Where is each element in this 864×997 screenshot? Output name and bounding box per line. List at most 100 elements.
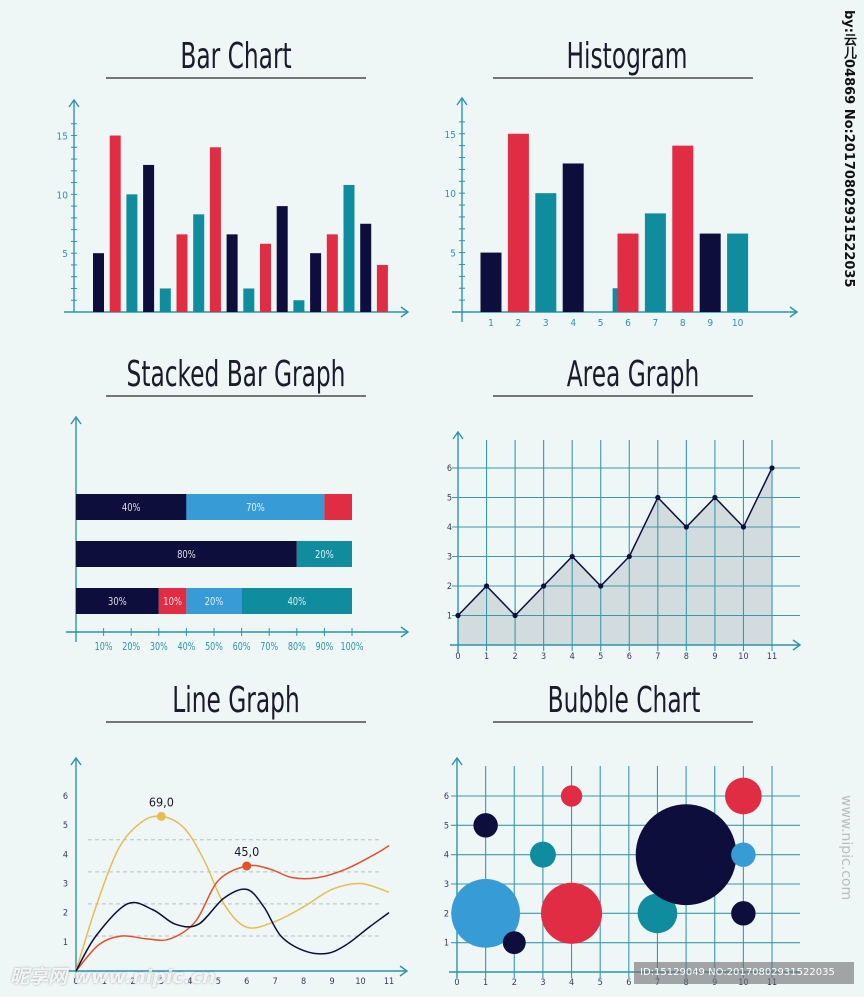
bar-chart-bar	[176, 234, 188, 312]
line-graph-annotation-label: 69,0	[149, 794, 174, 809]
stacked-bar-x-tick-label: 80%	[288, 641, 306, 653]
line-graph-x-tick-label: 10	[355, 977, 365, 987]
bar-chart-bar	[143, 164, 155, 312]
stacked-bar-segment	[186, 588, 242, 614]
histogram-chart: Histogram 5 10 15 1 2 3 4 5 6 7 8 9 10	[445, 36, 799, 329]
bar-chart-bar	[226, 234, 238, 312]
area-graph-point	[683, 524, 689, 530]
stacked-bar-segment	[241, 588, 352, 614]
line-graph-x-arrow	[399, 965, 409, 977]
stacked-bar-x-tick-label: 70%	[260, 641, 278, 653]
line-graph-x-tick-label: 0	[73, 977, 78, 987]
bubble-chart-bubble	[731, 901, 756, 926]
bar-chart-y-tick-label: 5	[62, 249, 68, 260]
bubble-chart-bubble	[731, 842, 756, 867]
histogram-bar	[727, 233, 749, 312]
bar-chart-bar	[209, 147, 221, 312]
area-graph-x-tick-label: 9	[712, 652, 717, 662]
histogram-bar	[617, 233, 639, 312]
stacked-bar-segment	[76, 541, 297, 567]
stacked-bar-x-tick-label: 40%	[177, 641, 195, 653]
bubble-chart-y-tick-label: 2	[444, 909, 449, 919]
histogram-x-tick-label: 8	[680, 318, 686, 329]
histogram-x-tick-label: 5	[598, 318, 604, 329]
histogram-bar	[699, 233, 721, 312]
area-graph-y-tick-label: 1	[447, 612, 452, 622]
line-graph-annotation-label: 45,0	[234, 844, 259, 859]
stacked-bar-x-arrow	[400, 626, 410, 638]
histogram-y-arrow	[456, 96, 468, 106]
histogram-bar	[612, 288, 618, 312]
area-graph-x-tick-label: 4	[570, 652, 575, 662]
bar-chart-bar	[310, 253, 322, 312]
bar-chart-title: Bar Chart	[180, 36, 291, 77]
line-graph-y-tick-label: 3	[63, 880, 68, 890]
stacked-bar-segment-label: 70%	[246, 502, 265, 514]
line-graph-y-tick-label: 6	[63, 792, 68, 802]
stacked-bar-segment	[186, 494, 325, 520]
stacked-bar-x-tick-label: 20%	[122, 641, 140, 653]
histogram-bar	[480, 252, 502, 312]
area-graph-y-tick-label: 5	[447, 494, 452, 504]
histogram-bar	[562, 163, 584, 312]
area-graph-y-tick-label: 2	[447, 582, 452, 592]
histogram-x-tick-label: 7	[653, 318, 659, 329]
stacked-bar-segment-label: 40%	[287, 596, 306, 608]
area-graph-x-tick-label: 7	[655, 652, 660, 662]
area-graph-x-tick-label: 2	[513, 652, 518, 662]
area-graph-point	[655, 494, 661, 501]
histogram-x-arrow	[789, 306, 799, 318]
histogram-y-tick-label: 15	[445, 130, 456, 141]
area-graph-x-tick-label: 6	[627, 652, 632, 662]
bubble-chart-y-arrow	[451, 756, 463, 766]
bar-chart-y-arrow	[68, 98, 80, 108]
bar-chart-bar	[326, 234, 338, 312]
bar-chart-bar	[260, 243, 271, 312]
stacked-bar-x-tick-label: 10%	[95, 641, 113, 653]
line-graph-y-arrow	[70, 756, 82, 766]
bubble-chart-bubble	[541, 882, 603, 944]
area-graph-point	[512, 612, 518, 619]
stacked-bar-segment-label: 40%	[122, 502, 141, 514]
bar-chart-bar	[193, 214, 205, 312]
bar-chart-bar	[360, 223, 372, 312]
histogram-x-tick-label: 2	[516, 318, 522, 329]
nipic-vertical-watermark: www.nipic.com	[838, 795, 854, 901]
stacked-bar-x-tick-label: 60%	[233, 641, 251, 653]
line-graph-series-orange	[75, 844, 390, 972]
bubble-chart-x-tick-label: 6	[626, 978, 631, 988]
bubble-chart-y-tick-label: 1	[444, 939, 449, 949]
histogram-bar	[644, 213, 666, 312]
area-graph-y-tick-label: 6	[447, 464, 452, 474]
bar-chart-bar	[243, 288, 255, 312]
area-graph-point	[541, 583, 547, 589]
line-graph-y-tick-label: 2	[63, 909, 68, 919]
area-graph-x-arrow	[792, 639, 802, 651]
bottom-id-watermark: ID:15129049 NO:20170802931522035	[634, 962, 854, 984]
side-watermark-text: by:云儿04869 No:20170802931522035	[841, 10, 856, 288]
bubble-chart-bubble	[560, 785, 583, 807]
bubble-chart-x-tick-label: 1	[483, 978, 488, 988]
bubble-chart-bubble	[502, 931, 526, 955]
line-graph-x-tick-label: 7	[273, 977, 278, 987]
bubble-chart: Bubble Chart01234567891011123456	[444, 680, 800, 988]
line-graph-annotation-marker	[242, 861, 252, 871]
area-graph-x-tick-label: 3	[541, 652, 546, 662]
line-graph-x-tick-label: 1	[102, 977, 107, 987]
bubble-chart-x-tick-label: 3	[540, 978, 545, 988]
histogram-x-tick-label: 9	[707, 318, 713, 329]
area-graph-y-arrow	[452, 430, 464, 440]
nipic-logo-watermark: 昵享网 www.nipic.cn	[10, 966, 216, 988]
stacked-bar-segment-label: 30%	[108, 596, 127, 608]
stacked-bar-x-tick-label: 90%	[315, 641, 333, 653]
histogram-title: Histogram	[567, 36, 688, 77]
area-graph-x-tick-label: 10	[738, 652, 748, 662]
bar-chart: Bar Chart 5 10 15	[57, 36, 410, 318]
bubble-chart-title: Bubble Chart	[548, 680, 701, 721]
area-graph-line	[457, 467, 773, 617]
line-graph-x-tick-label: 11	[384, 977, 394, 987]
area-graph-x-tick-label: 11	[767, 652, 777, 662]
